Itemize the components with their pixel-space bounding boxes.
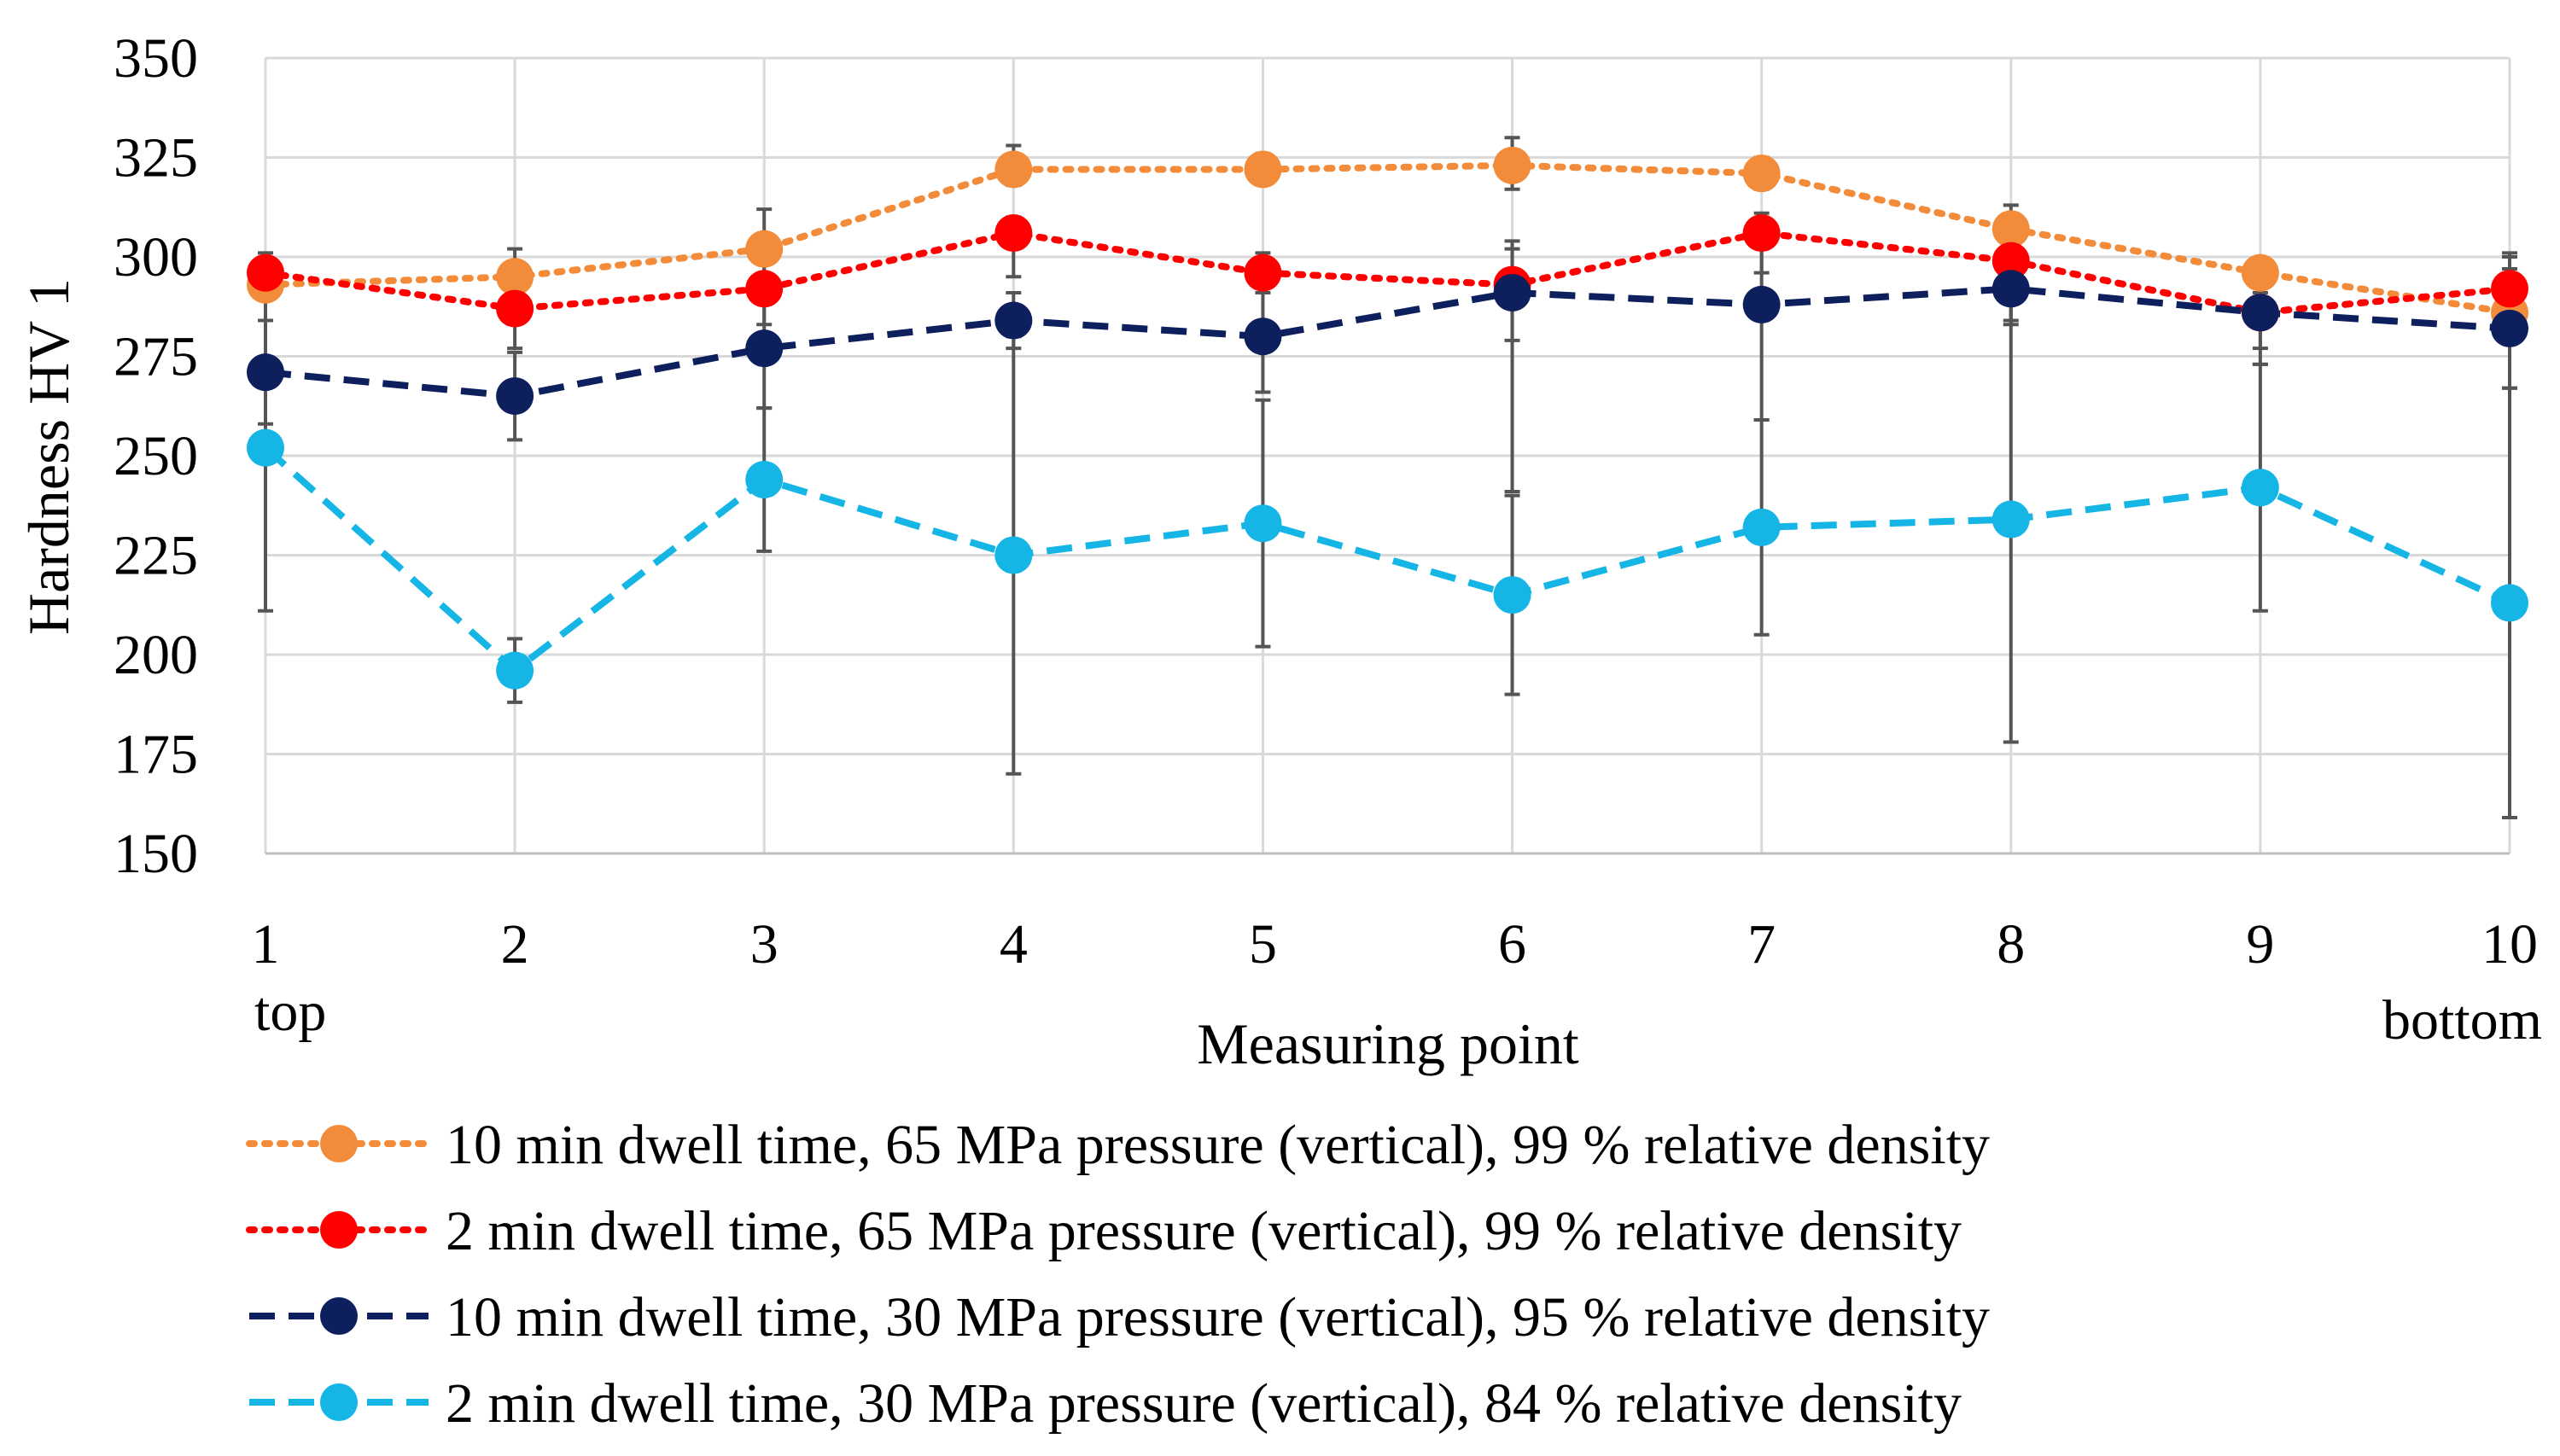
data-point <box>247 428 284 467</box>
data-point <box>1493 273 1531 312</box>
data-point <box>1991 270 2030 308</box>
x-tick-label: 6 <box>1498 913 1526 976</box>
series-line-1 <box>262 161 2513 317</box>
legend: 10 min dwell time, 65 MPa pressure (vert… <box>246 1114 1990 1435</box>
data-point <box>1742 508 1781 546</box>
data-point <box>745 460 784 498</box>
data-point <box>745 270 784 308</box>
error-bar <box>1753 239 1770 422</box>
data-point <box>496 377 534 416</box>
data-point <box>2491 584 2528 622</box>
data-point <box>496 289 534 328</box>
legend-marker <box>320 1125 358 1162</box>
data-point <box>994 150 1033 189</box>
legend-label: 10 min dwell time, 65 MPa pressure (vert… <box>446 1114 1990 1176</box>
y-axis-title: Hardness HV 1 <box>16 278 81 635</box>
data-point <box>2241 253 2279 292</box>
data-point <box>1742 214 1781 253</box>
data-point <box>2491 270 2528 308</box>
legend-item: 2 min dwell time, 65 MPa pressure (verti… <box>246 1200 1962 1262</box>
x-tick-label: 3 <box>750 913 778 976</box>
data-point <box>1244 150 1282 189</box>
y-axis-tick-labels: 150 175 200 225 250 275 300 325 350 <box>114 27 198 885</box>
series-line-3 <box>265 285 2510 400</box>
data-point <box>1742 154 1781 193</box>
data-point <box>2241 469 2279 507</box>
legend-item: 10 min dwell time, 65 MPa pressure (vert… <box>246 1114 1990 1176</box>
data-point <box>1991 210 2030 248</box>
data-point <box>247 353 284 392</box>
x-tick-label: 8 <box>1997 913 2025 976</box>
x-tick-label: 1 <box>252 913 280 976</box>
y-tick-label: 175 <box>114 724 198 786</box>
y-tick-label: 150 <box>114 823 198 885</box>
legend-label: 2 min dwell time, 65 MPa pressure (verti… <box>446 1200 1962 1262</box>
x-axis-tick-labels: 1 2 3 4 5 6 7 8 9 10 <box>252 913 2539 976</box>
legend-label: 2 min dwell time, 30 MPa pressure (verti… <box>446 1372 1962 1435</box>
x-sublabel-top: top <box>254 981 326 1043</box>
y-tick-label: 325 <box>114 127 198 189</box>
series-line-2 <box>262 230 2513 317</box>
data-point <box>2241 294 2279 332</box>
data-point <box>247 253 284 292</box>
x-tick-label: 7 <box>1747 913 1776 976</box>
data-point <box>1244 317 1282 356</box>
grid-lines <box>264 56 2511 853</box>
data-point <box>496 651 534 690</box>
y-tick-label: 225 <box>114 525 198 587</box>
legend-item: 10 min dwell time, 30 MPa pressure (vert… <box>249 1286 1990 1348</box>
data-point <box>2491 309 2528 347</box>
data-point <box>994 301 1033 340</box>
y-tick-label: 250 <box>114 425 198 487</box>
y-tick-label: 200 <box>114 624 198 686</box>
data-point <box>1991 500 2030 539</box>
data-point <box>1493 146 1531 184</box>
x-sublabel-bottom: bottom <box>2382 989 2542 1051</box>
data-point <box>1493 576 1531 614</box>
data-point <box>1244 504 1282 543</box>
data-point <box>1244 253 1282 292</box>
legend-label: 10 min dwell time, 30 MPa pressure (vert… <box>446 1286 1990 1348</box>
x-tick-label: 4 <box>1000 913 1028 976</box>
series-line-4 <box>263 445 2511 674</box>
series-lines <box>262 161 2513 674</box>
legend-item: 2 min dwell time, 30 MPa pressure (verti… <box>249 1372 1962 1435</box>
x-tick-label: 9 <box>2246 913 2274 976</box>
x-tick-label: 5 <box>1249 913 1277 976</box>
error-bars <box>258 136 2517 820</box>
legend-marker <box>320 1297 358 1335</box>
x-axis-title: Measuring point <box>1197 1011 1579 1076</box>
data-point <box>994 536 1033 574</box>
data-point <box>745 329 784 368</box>
y-tick-label: 350 <box>114 27 198 90</box>
x-tick-label: 10 <box>2481 913 2538 976</box>
data-point <box>994 214 1033 253</box>
x-tick-label: 2 <box>501 913 529 976</box>
x-axis-sublabels: top bottom <box>254 981 2542 1051</box>
data-point <box>745 230 784 268</box>
series-points <box>247 146 2528 690</box>
legend-marker <box>320 1211 358 1249</box>
data-point <box>1991 242 2030 280</box>
data-point <box>496 258 534 296</box>
y-tick-label: 300 <box>114 226 198 288</box>
y-tick-label: 275 <box>114 326 198 388</box>
data-point <box>1742 285 1781 323</box>
legend-marker <box>320 1383 358 1421</box>
